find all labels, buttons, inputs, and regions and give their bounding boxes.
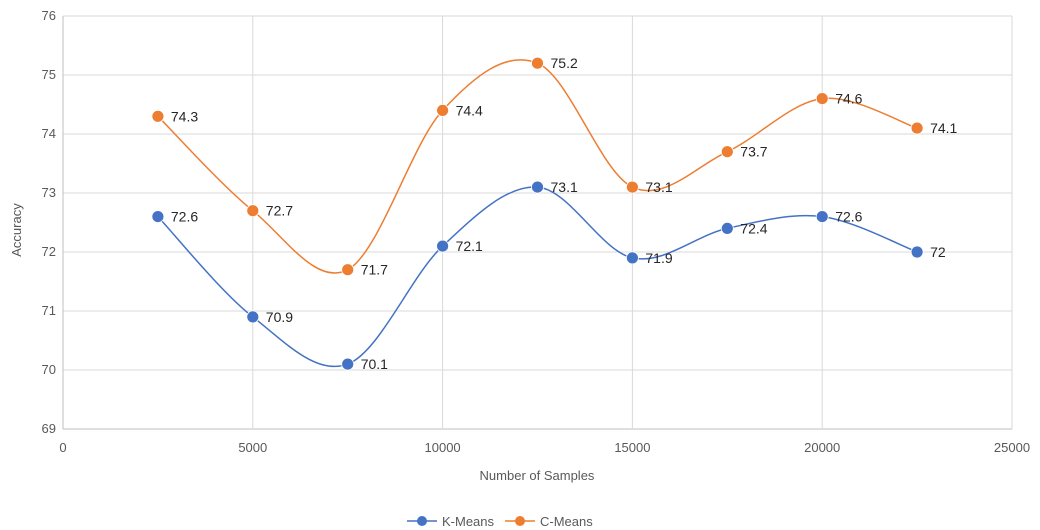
data-point-k-means <box>151 210 165 224</box>
data-point-k-means <box>436 239 450 253</box>
data-label-k-means: 72.6 <box>171 209 198 225</box>
data-point-c-means <box>720 145 734 159</box>
legend-label: C-Means <box>540 514 593 529</box>
data-label-c-means: 74.3 <box>171 108 198 124</box>
data-label-k-means: 70.1 <box>361 356 388 372</box>
data-point-k-means <box>720 221 734 235</box>
y-tick-label: 73 <box>42 185 56 200</box>
data-label-k-means: 73.1 <box>551 179 578 195</box>
data-point-c-means <box>436 104 450 117</box>
y-tick-label: 75 <box>42 67 56 82</box>
data-label-c-means: 73.1 <box>645 179 672 195</box>
data-point-c-means <box>626 180 639 194</box>
y-tick-label: 71 <box>42 303 56 318</box>
series-c-means <box>151 56 924 277</box>
legend-item-k-means: K-Means <box>407 514 495 529</box>
series-line-c-means <box>157 59 918 274</box>
x-tick-label: 0 <box>59 440 66 455</box>
data-label-c-means: 73.7 <box>740 144 767 160</box>
data-point-c-means <box>531 56 544 70</box>
x-tick-label: 15000 <box>614 440 650 455</box>
data-point-c-means <box>910 121 924 135</box>
data-label-c-means: 74.6 <box>835 91 862 107</box>
grid-lines <box>62 15 1013 430</box>
data-point-k-means <box>246 310 260 324</box>
data-point-c-means <box>246 204 260 218</box>
y-axis-title: Accuracy <box>9 203 24 257</box>
y-axis-ticks: 69 70 71 72 73 74 75 76 <box>42 8 56 436</box>
legend-marker <box>417 516 427 526</box>
data-point-c-means <box>815 92 829 105</box>
y-tick-label: 70 <box>42 362 56 377</box>
data-label-k-means: 72 <box>930 244 946 260</box>
y-tick-label: 76 <box>42 8 56 23</box>
x-axis-title: Number of Samples <box>480 468 595 483</box>
data-point-k-means <box>815 210 829 224</box>
data-point-k-means <box>531 180 544 194</box>
y-tick-label: 72 <box>42 244 56 259</box>
data-label-c-means: 75.2 <box>551 55 578 71</box>
x-axis-ticks: 0 5000 10000 15000 20000 25000 <box>59 440 1030 455</box>
y-tick-label: 74 <box>42 126 56 141</box>
data-label-k-means: 72.4 <box>740 220 767 236</box>
legend-item-c-means: C-Means <box>505 514 593 529</box>
data-label-c-means: 71.7 <box>361 262 388 278</box>
x-tick-label: 5000 <box>238 440 267 455</box>
data-label-c-means: 74.1 <box>930 120 957 136</box>
data-label-c-means: 72.7 <box>266 203 293 219</box>
data-label-k-means: 72.6 <box>835 209 862 225</box>
data-point-k-means <box>910 245 924 259</box>
legend-label: K-Means <box>442 514 495 529</box>
data-point-k-means <box>626 251 639 265</box>
data-label-k-means: 71.9 <box>645 250 672 266</box>
data-point-c-means <box>341 263 355 277</box>
series-layer <box>151 56 924 371</box>
y-tick-label: 69 <box>42 421 56 436</box>
legend-marker <box>515 516 525 526</box>
data-point-c-means <box>151 109 165 123</box>
x-tick-label: 20000 <box>804 440 840 455</box>
data-labels-layer: 72.6 70.9 70.1 72.1 73.1 71.9 72.4 72.6 72 74.3 72… <box>171 55 958 372</box>
data-point-k-means <box>341 357 355 371</box>
legend: K-Means C-Means <box>407 514 593 529</box>
x-tick-label: 10000 <box>425 440 461 455</box>
x-tick-label: 25000 <box>994 440 1030 455</box>
series-k-means <box>151 180 924 371</box>
data-label-c-means: 74.4 <box>456 102 483 118</box>
data-label-k-means: 70.9 <box>266 309 293 325</box>
data-label-k-means: 72.1 <box>456 238 483 254</box>
